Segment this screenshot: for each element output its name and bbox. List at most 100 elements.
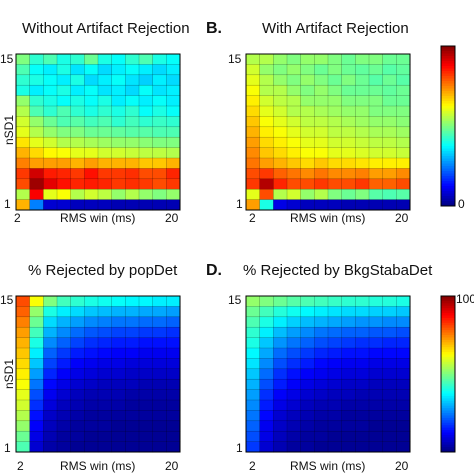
heatmap-cell (152, 168, 167, 180)
heatmap-cell (341, 306, 356, 318)
heatmap-cell (341, 188, 356, 201)
heatmap-cell (97, 410, 113, 422)
heatmap-cell (327, 389, 343, 401)
heatmap-cell (273, 399, 288, 411)
heatmap-cell (97, 168, 113, 180)
heatmap-cell (368, 326, 384, 339)
heatmap-cell (166, 126, 181, 138)
colorbar-step (441, 191, 455, 194)
heatmap-cell (245, 95, 261, 107)
heatmap-cell (355, 95, 370, 107)
heatmap-cell (286, 199, 302, 211)
heatmap-cell (43, 410, 58, 422)
heatmap-cell (245, 399, 261, 411)
heatmap-cell (300, 420, 315, 432)
heatmap-cell (29, 420, 44, 432)
heatmap-cell (273, 136, 288, 149)
heatmap-cell (382, 441, 397, 453)
colorbar-step (441, 93, 455, 97)
heatmap-cell (273, 378, 288, 391)
heatmap-cell (341, 105, 356, 117)
heatmap-cell (111, 64, 126, 76)
heatmap-cell (368, 178, 384, 190)
heatmap-cell (327, 337, 343, 349)
heatmap-cell (368, 420, 384, 432)
heatmap-cell (152, 378, 167, 391)
heatmap-cell (43, 358, 58, 370)
heatmap-cell (259, 74, 274, 86)
heatmap-cell (70, 430, 85, 443)
colorbar-step (441, 73, 455, 77)
heatmap-cell (15, 358, 31, 370)
heatmap-cell (300, 147, 315, 159)
heatmap-cell (355, 420, 370, 432)
heatmap-cell (43, 430, 58, 443)
heatmap-cell (15, 53, 31, 65)
colorbar-step (441, 391, 455, 394)
heatmap-cell (368, 399, 384, 411)
heatmap-cell (355, 84, 370, 97)
heatmap-cell (286, 188, 302, 201)
heatmap-cell (286, 337, 302, 349)
heatmap-cell (396, 316, 411, 328)
colorbar-step (441, 203, 455, 207)
heatmap-cell (286, 84, 302, 97)
heatmap-cell (355, 136, 370, 149)
heatmap-cell (166, 441, 181, 453)
heatmap-cell (396, 116, 411, 128)
heatmap-cell (138, 168, 154, 180)
heatmap-cell (382, 168, 397, 180)
heatmap-cell (259, 64, 274, 76)
heatmap-cell (368, 95, 384, 107)
panel-b-heatmap (245, 53, 411, 211)
colorbar-step (441, 327, 455, 331)
heatmap-cell (396, 368, 411, 380)
heatmap-cell (355, 306, 370, 318)
heatmap-cell (84, 378, 99, 391)
heatmap-cell (273, 368, 288, 380)
colorbar-step (441, 413, 455, 416)
heatmap-cell (111, 74, 126, 86)
heatmap-cell (396, 347, 411, 359)
heatmap-cell (327, 157, 343, 169)
heatmap-cell (300, 430, 315, 443)
colorbar-step (441, 315, 455, 319)
colorbar-step (441, 430, 455, 433)
heatmap-cell (273, 337, 288, 349)
heatmap-cell (29, 316, 44, 328)
heatmap-cell (152, 188, 167, 201)
colorbar-step (441, 153, 455, 157)
heatmap-cell (125, 178, 140, 190)
heatmap-cell (125, 95, 140, 107)
heatmap-cell (368, 136, 384, 149)
heatmap-cell (355, 441, 370, 453)
heatmap-cell (166, 136, 181, 149)
heatmap-cell (314, 84, 329, 97)
heatmap-cell (56, 178, 72, 190)
heatmap-cell (355, 188, 370, 201)
panel-c-ylabel: nSD1 (2, 359, 16, 389)
heatmap-cell (327, 347, 343, 359)
heatmap-cell (245, 188, 261, 201)
heatmap-cell (166, 84, 181, 97)
heatmap-cell (70, 199, 85, 211)
heatmap-cell (97, 105, 113, 117)
heatmap-cell (125, 306, 140, 318)
colorbar-step (441, 118, 455, 122)
heatmap-cell (70, 74, 85, 86)
heatmap-cell (300, 316, 315, 328)
heatmap-cell (70, 389, 85, 401)
heatmap-cell (15, 399, 31, 411)
heatmap-cell (138, 116, 154, 128)
heatmap-cell (43, 368, 58, 380)
heatmap-cell (368, 147, 384, 159)
heatmap-cell (286, 178, 302, 190)
heatmap-cell (15, 410, 31, 422)
heatmap-cell (152, 399, 167, 411)
colorbar-step (441, 420, 455, 424)
heatmap-cell (396, 430, 411, 443)
heatmap-cell (314, 168, 329, 180)
colorbar-step (441, 408, 455, 411)
heatmap-cell (152, 116, 167, 128)
colorbar-bottom-max-label: 100 (456, 292, 474, 306)
